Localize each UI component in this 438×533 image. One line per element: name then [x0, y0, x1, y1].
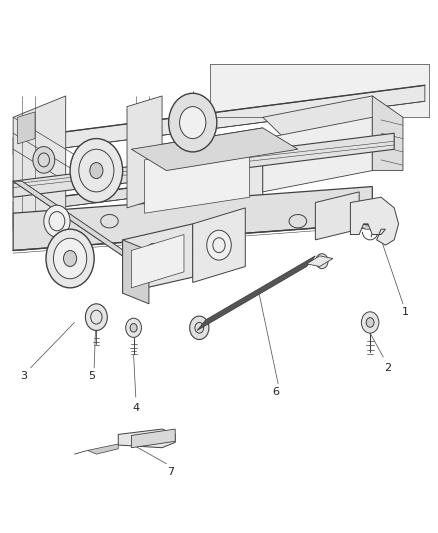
Polygon shape: [13, 160, 350, 213]
Polygon shape: [88, 444, 118, 454]
Circle shape: [145, 244, 161, 263]
Circle shape: [90, 163, 103, 179]
Circle shape: [85, 304, 107, 330]
Polygon shape: [131, 429, 175, 448]
Polygon shape: [145, 144, 250, 213]
Polygon shape: [123, 240, 149, 304]
Polygon shape: [118, 429, 175, 448]
Polygon shape: [13, 181, 131, 256]
Polygon shape: [263, 96, 394, 139]
Circle shape: [126, 318, 141, 337]
Circle shape: [46, 229, 94, 288]
Text: 6: 6: [272, 387, 279, 397]
Circle shape: [130, 324, 137, 332]
Circle shape: [53, 238, 87, 279]
Polygon shape: [193, 208, 245, 282]
Text: 7: 7: [167, 467, 174, 477]
Circle shape: [33, 147, 55, 173]
Polygon shape: [131, 128, 298, 171]
Polygon shape: [123, 224, 193, 293]
Text: 4: 4: [132, 403, 139, 413]
Polygon shape: [197, 256, 315, 330]
Polygon shape: [263, 117, 372, 192]
Polygon shape: [13, 187, 372, 251]
Polygon shape: [13, 85, 425, 155]
Text: 5: 5: [88, 371, 95, 381]
Polygon shape: [210, 64, 429, 117]
Circle shape: [180, 107, 206, 139]
Circle shape: [366, 318, 374, 327]
Polygon shape: [18, 112, 35, 144]
Text: 2: 2: [384, 363, 391, 373]
Circle shape: [152, 431, 164, 446]
Circle shape: [316, 254, 328, 269]
Polygon shape: [131, 128, 263, 229]
Circle shape: [361, 312, 379, 333]
Polygon shape: [131, 235, 184, 288]
Text: 3: 3: [21, 371, 28, 381]
Polygon shape: [315, 192, 359, 240]
Polygon shape: [307, 256, 333, 266]
Text: 1: 1: [402, 307, 409, 317]
Circle shape: [70, 139, 123, 203]
Polygon shape: [13, 96, 66, 229]
Circle shape: [64, 251, 77, 266]
Circle shape: [44, 205, 70, 237]
Circle shape: [207, 230, 231, 260]
Circle shape: [150, 249, 157, 257]
Polygon shape: [350, 197, 399, 245]
Circle shape: [190, 316, 209, 340]
Polygon shape: [127, 96, 162, 208]
Polygon shape: [372, 96, 403, 171]
Circle shape: [169, 93, 217, 152]
Polygon shape: [13, 133, 394, 197]
